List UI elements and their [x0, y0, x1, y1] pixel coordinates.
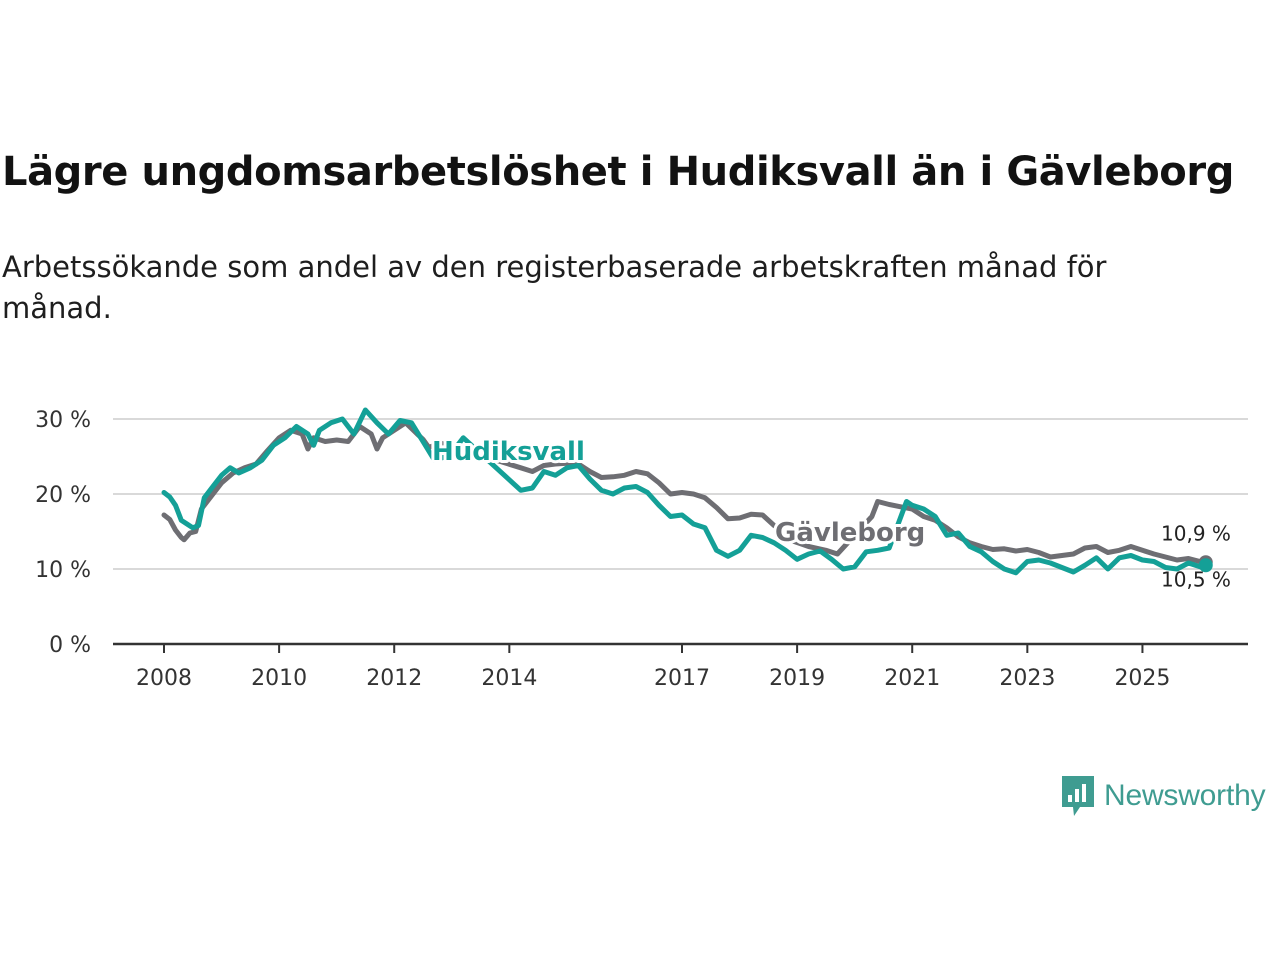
series-label-hudiksvall: Hudiksvall — [432, 437, 585, 467]
series-end-label-g-vleborg: 10,9 % — [1161, 521, 1231, 545]
y-tick-label: 20 % — [35, 483, 91, 508]
newsworthy-chart-bubble-icon — [1062, 776, 1094, 816]
y-axis: 0 % 10 % 20 % 30 % — [35, 408, 91, 658]
series-lines — [161, 407, 1213, 576]
y-tick-label: 10 % — [35, 558, 91, 583]
x-tick-label: 2023 — [999, 666, 1055, 691]
x-tick-label: 2012 — [366, 666, 422, 691]
y-tick-label: 0 % — [49, 633, 91, 658]
x-tick-label: 2025 — [1114, 666, 1170, 691]
series-line-g-vleborg — [161, 420, 1209, 565]
x-tick-label: 2019 — [769, 666, 825, 691]
x-tick-label: 2021 — [884, 666, 940, 691]
brand-logo: Newsworthy — [1060, 774, 1266, 818]
x-tick-label: 2017 — [654, 666, 710, 691]
series-end-label-hudiksvall: 10,5 % — [1161, 567, 1231, 591]
y-tick-label: 30 % — [35, 408, 91, 433]
x-axis: 2008 2010 2012 2014 2017 2019 2021 2023 2025 — [113, 642, 1248, 691]
series-end-point-hudiksvall — [1198, 558, 1213, 573]
page-title: Lägre ungdomsarbetslöshet i Hudiksvall ä… — [2, 149, 1234, 195]
series-labels: 10,9 % 10,5 % Gävleborg Hudiksvall — [429, 434, 1231, 591]
series-label-g-vleborg: Gävleborg — [775, 518, 925, 548]
line-chart: 0 % 10 % 20 % 30 % 2008 2010 2012 2014 2017 2019… — [35, 407, 1248, 691]
x-tick-label: 2010 — [251, 666, 307, 691]
x-tick-label: 2014 — [481, 666, 537, 691]
x-tick-label: 2008 — [136, 666, 192, 691]
series-line-hudiksvall — [161, 407, 1209, 576]
page-subtitle: Arbetssökande som andel av den registerb… — [2, 250, 1107, 325]
brand-name: Newsworthy — [1104, 779, 1266, 812]
